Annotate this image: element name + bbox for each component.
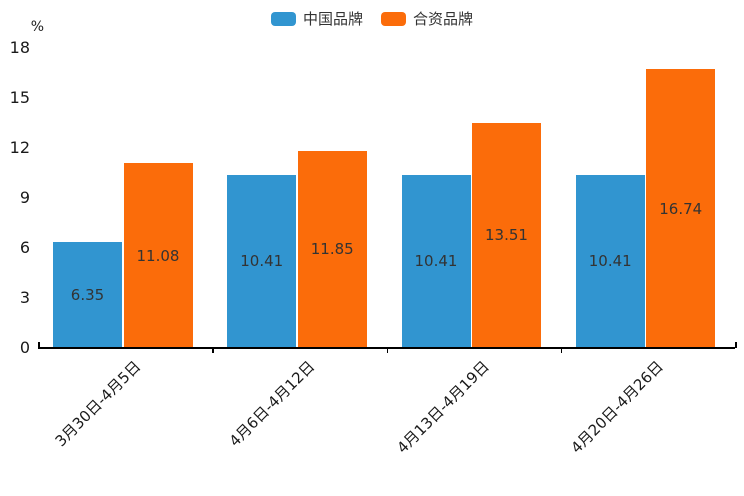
y-tick-label-12: 12: [9, 138, 30, 157]
bar-value-label-series1-cat1: 11.85: [310, 240, 354, 259]
y-tick-label-0: 0: [19, 338, 30, 357]
legend-item-joint-venture-brands[interactable]: 合资品牌: [381, 8, 473, 29]
x-axis-label-cat0: 3月30日-4月5日: [51, 357, 145, 451]
x-axis-label-cat1: 4月6日-4月12日: [225, 357, 319, 451]
bar-series1-cat0[interactable]: [123, 163, 193, 348]
y-tick-label-3: 3: [19, 288, 30, 307]
bar-value-label-series0-cat0: 6.35: [70, 286, 105, 305]
bar-series0-cat2[interactable]: [401, 174, 471, 348]
y-tick-label-6: 6: [19, 238, 30, 257]
bar-value-label-series0-cat2: 10.41: [414, 252, 458, 271]
bar-value-label-series1-cat0: 11.08: [136, 246, 180, 265]
bar-series1-cat3[interactable]: [646, 69, 716, 348]
bar-series0-cat1[interactable]: [227, 174, 297, 348]
bar-value-label-series0-cat1: 10.41: [240, 252, 284, 271]
bar-value-label-series0-cat3: 10.41: [588, 252, 632, 271]
x-axis-label-cat3: 4月20日-4月26日: [567, 357, 668, 457]
bar-value-label-series1-cat2: 13.51: [485, 226, 528, 245]
x-axis-tick-3: [560, 348, 563, 353]
y-tick-label-15: 15: [9, 88, 30, 107]
x-axis-line: [38, 347, 735, 349]
legend-label-china-brands: 中国品牌: [302, 10, 363, 28]
y-axis-unit-label: %: [30, 19, 44, 35]
legend: 中国品牌 合资品牌: [0, 8, 744, 29]
bar-series1-cat1[interactable]: [297, 150, 367, 348]
x-axis-end-tick-1: [735, 341, 737, 348]
x-axis-tick-2: [386, 348, 388, 353]
x-axis-end-tick-0: [38, 341, 40, 348]
bar-series0-cat3[interactable]: [575, 174, 645, 348]
legend-swatch-joint-venture-brands-icon: [381, 11, 406, 26]
x-axis-label-cat2: 4月13日-4月19日: [393, 357, 493, 457]
bar-series1-cat2[interactable]: [472, 122, 541, 348]
x-axis-tick-1: [212, 348, 214, 353]
y-tick-label-9: 9: [19, 188, 30, 207]
y-tick-label-18: 18: [9, 38, 30, 57]
bar-series0-cat0[interactable]: [53, 242, 122, 348]
legend-item-china-brands[interactable]: 中国品牌: [270, 8, 363, 29]
legend-label-joint-venture-brands: 合资品牌: [413, 10, 474, 28]
legend-swatch-china-brands-icon: [270, 11, 296, 26]
bar-value-label-series1-cat3: 16.74: [659, 199, 703, 218]
